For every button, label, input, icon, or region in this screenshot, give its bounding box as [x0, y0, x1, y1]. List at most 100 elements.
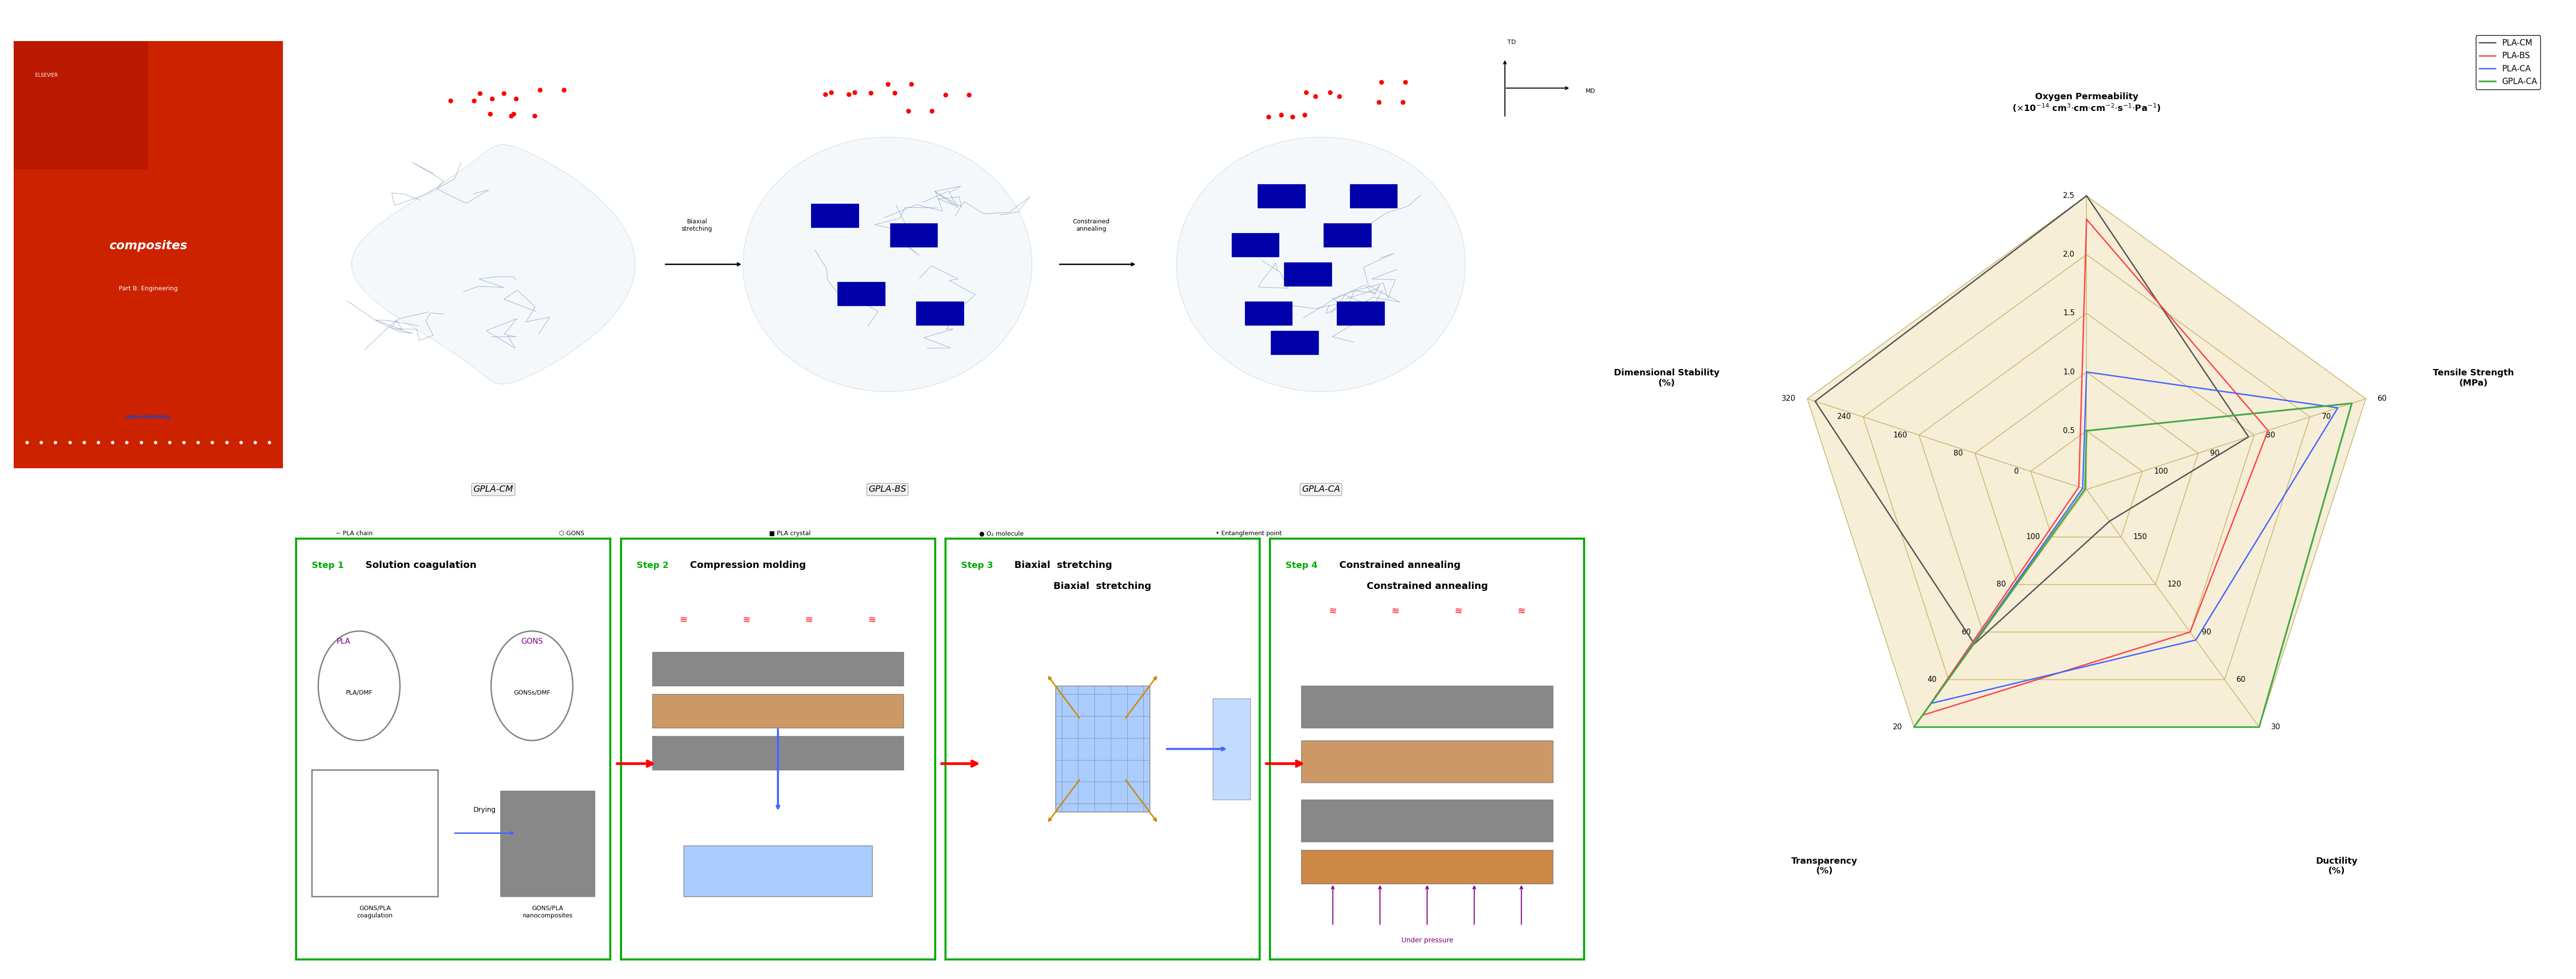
- Text: PLA: PLA: [337, 638, 350, 645]
- PLA-BS: [2063, 481, 2094, 492]
- Text: Solution coagulation: Solution coagulation: [366, 561, 477, 570]
- Text: ≋: ≋: [1329, 607, 1337, 616]
- Bar: [1324, 223, 1370, 247]
- Text: 0: 0: [2014, 468, 2020, 475]
- Text: Step 2: Step 2: [636, 561, 670, 570]
- Text: Step 4: Step 4: [1285, 561, 1319, 570]
- PLA-CM: [2071, 190, 2102, 202]
- Text: Constrained
annealing: Constrained annealing: [1072, 218, 1110, 232]
- PLA-CM: [2233, 431, 2264, 443]
- Bar: [1301, 740, 1553, 782]
- PLA-CM: [2071, 190, 2102, 202]
- Text: ● O₂ molecule: ● O₂ molecule: [979, 531, 1023, 536]
- Text: Oxygen Permeability
($\times$10$^{-14}$ cm$^3$$\cdot$cm$\cdot$cm$^{-2}$$\cdot$s$: Oxygen Permeability ($\times$10$^{-14}$ …: [2012, 92, 2161, 114]
- Bar: [1056, 685, 1149, 813]
- Text: 30: 30: [2272, 723, 2280, 730]
- Text: • Entanglement point: • Entanglement point: [1216, 531, 1283, 536]
- GPLA-CA: [2071, 425, 2102, 437]
- Text: 100: 100: [2027, 534, 2040, 540]
- Text: Compression molding: Compression molding: [690, 561, 806, 570]
- Text: composites: composites: [108, 240, 188, 252]
- Text: 120: 120: [2166, 581, 2182, 588]
- PLA-CA: [2179, 634, 2210, 646]
- PLA-CA: [2071, 366, 2102, 378]
- Text: Step 1: Step 1: [312, 561, 345, 570]
- Bar: [1285, 262, 1332, 286]
- Text: 60: 60: [1963, 629, 1971, 635]
- PLA-CM: [1958, 638, 1989, 650]
- Text: 1.0: 1.0: [2063, 368, 2074, 376]
- Text: GONS/PLA
nanocomposites: GONS/PLA nanocomposites: [523, 906, 572, 918]
- Text: 2.5: 2.5: [2063, 192, 2074, 200]
- Text: GONSs/DMF: GONSs/DMF: [513, 689, 551, 696]
- Text: ≋: ≋: [806, 616, 814, 625]
- Legend: PLA-CM, PLA-BS, PLA-CA, GPLA-CA: PLA-CM, PLA-BS, PLA-CA, GPLA-CA: [2476, 35, 2540, 89]
- Bar: [13, 41, 149, 169]
- Polygon shape: [350, 145, 636, 384]
- Line: PLA-CM: PLA-CM: [1816, 196, 2249, 644]
- Polygon shape: [1177, 137, 1466, 392]
- PLA-BS: [2071, 213, 2102, 225]
- Bar: [1270, 331, 1319, 354]
- Text: Biaxial  stretching: Biaxial stretching: [1054, 582, 1151, 591]
- Text: Part B: Engineering: Part B: Engineering: [118, 286, 178, 292]
- Text: GPLA-BS: GPLA-BS: [868, 486, 907, 493]
- Text: 90: 90: [2202, 629, 2210, 635]
- Text: Dimensional Stability
(%): Dimensional Stability (%): [1615, 368, 1721, 388]
- PLA-CA: [2324, 402, 2354, 414]
- Line: PLA-BS: PLA-BS: [1922, 219, 2267, 716]
- Text: 20: 20: [1893, 723, 1901, 730]
- Text: GONS: GONS: [520, 638, 544, 645]
- Bar: [917, 302, 963, 325]
- GPLA-CA: [2071, 425, 2102, 437]
- Bar: [1301, 850, 1553, 884]
- Bar: [652, 652, 904, 685]
- Bar: [683, 846, 873, 897]
- Text: Drying: Drying: [474, 807, 497, 814]
- Line: PLA-CA: PLA-CA: [1932, 372, 2339, 703]
- Text: 2.0: 2.0: [2063, 251, 2074, 258]
- PLA-BS: [2174, 627, 2205, 638]
- PLA-BS: [2071, 213, 2102, 225]
- Bar: [312, 769, 438, 897]
- Text: ≋: ≋: [1455, 607, 1463, 616]
- Text: ■ PLA crystal: ■ PLA crystal: [770, 531, 811, 536]
- PLA-CA: [2066, 483, 2097, 494]
- PLA-CM: [1801, 396, 1832, 407]
- Text: ⬡ GONS: ⬡ GONS: [559, 531, 585, 536]
- Bar: [1350, 184, 1396, 208]
- Text: ≋: ≋: [868, 616, 876, 625]
- Text: 60: 60: [2378, 396, 2388, 402]
- Text: 60: 60: [2236, 676, 2246, 683]
- Text: 320: 320: [1783, 396, 1795, 402]
- GPLA-CA: [2244, 722, 2275, 733]
- Bar: [811, 204, 858, 227]
- Text: 80: 80: [1953, 449, 1963, 457]
- Text: 90: 90: [2210, 449, 2221, 457]
- Bar: [837, 282, 884, 305]
- Bar: [1213, 698, 1249, 800]
- PLA-BS: [2251, 425, 2282, 437]
- PLA-CA: [1917, 697, 1947, 709]
- Bar: [1257, 184, 1306, 208]
- Bar: [1231, 233, 1278, 256]
- Text: GONS/PLA
coagulation: GONS/PLA coagulation: [358, 906, 392, 918]
- Text: 100: 100: [2154, 468, 2169, 475]
- PLA-CM: [2094, 515, 2125, 527]
- Text: Under pressure: Under pressure: [1401, 937, 1453, 944]
- Text: GPLA-CA: GPLA-CA: [1301, 486, 1340, 493]
- Bar: [652, 694, 904, 727]
- Text: 160: 160: [1893, 432, 1906, 439]
- Bar: [1337, 302, 1383, 325]
- Polygon shape: [1808, 196, 2365, 727]
- Text: Biaxial  stretching: Biaxial stretching: [1015, 561, 1113, 570]
- Text: Ductility
(%): Ductility (%): [2316, 857, 2357, 875]
- Bar: [891, 223, 938, 247]
- Text: ≋: ≋: [742, 616, 750, 625]
- Text: Constrained annealing: Constrained annealing: [1365, 582, 1489, 591]
- Text: TD: TD: [1507, 39, 1515, 45]
- Text: 0.5: 0.5: [2063, 427, 2074, 435]
- Bar: [652, 736, 904, 769]
- Text: PLA/DMF: PLA/DMF: [345, 689, 374, 696]
- Text: 240: 240: [1837, 413, 1852, 421]
